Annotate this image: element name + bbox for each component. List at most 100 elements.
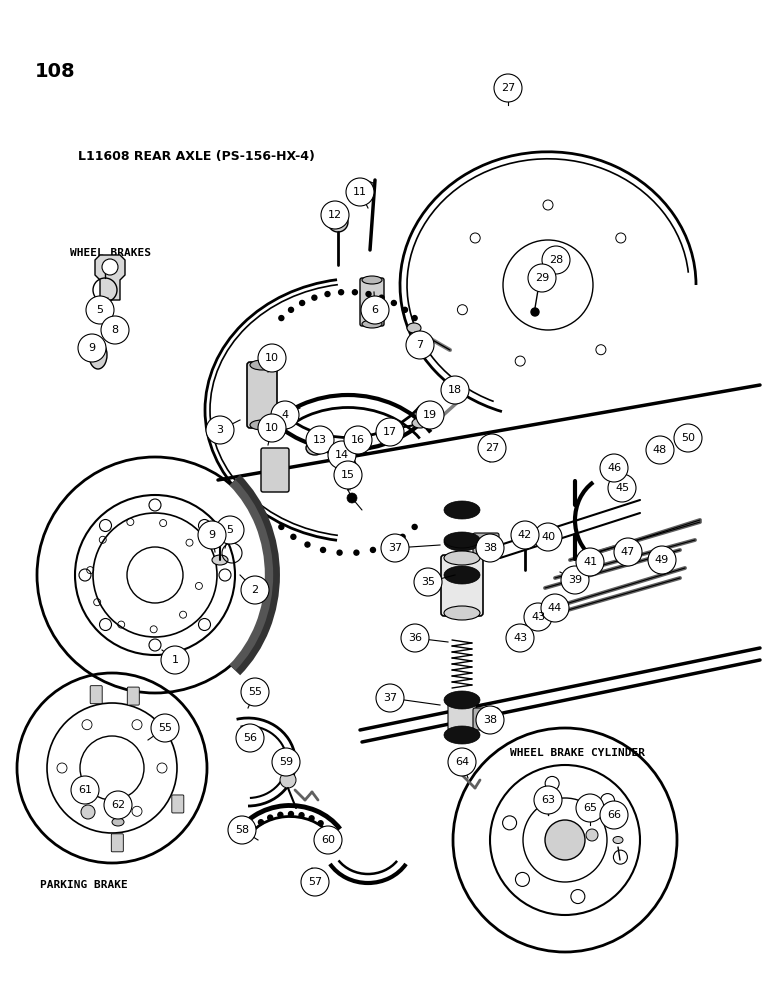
FancyBboxPatch shape [473,708,499,730]
Circle shape [101,316,129,344]
Text: 55: 55 [248,687,262,697]
Text: 61: 61 [78,785,92,795]
Circle shape [541,594,569,622]
Text: 27: 27 [485,443,499,453]
Circle shape [102,259,118,275]
Ellipse shape [250,360,274,370]
Circle shape [309,816,314,821]
Circle shape [401,624,429,652]
Circle shape [406,331,434,359]
FancyBboxPatch shape [247,362,277,428]
Polygon shape [363,181,373,189]
Text: 64: 64 [455,757,469,767]
Circle shape [301,868,329,896]
Text: 35: 35 [421,577,435,587]
Circle shape [272,748,300,776]
Circle shape [86,296,114,324]
Circle shape [412,524,417,529]
Text: 2: 2 [252,585,259,595]
Text: 45: 45 [615,483,629,493]
Circle shape [305,542,310,547]
Circle shape [334,461,362,489]
Circle shape [352,290,357,295]
Text: 39: 39 [568,575,582,585]
Circle shape [600,801,628,829]
Text: 108: 108 [35,62,76,81]
Circle shape [325,292,330,297]
Circle shape [268,815,273,820]
Circle shape [361,296,389,324]
Circle shape [280,772,296,788]
Text: 40: 40 [541,532,555,542]
Text: 43: 43 [513,633,527,643]
Text: 9: 9 [89,343,96,353]
Text: 27: 27 [501,83,515,93]
Ellipse shape [448,390,462,400]
Circle shape [646,436,674,464]
FancyBboxPatch shape [360,278,384,326]
Text: 58: 58 [235,825,249,835]
Text: 63: 63 [541,795,555,805]
Text: 8: 8 [111,325,119,335]
FancyBboxPatch shape [127,687,139,705]
Circle shape [586,829,598,841]
Ellipse shape [444,533,480,551]
Circle shape [320,547,326,552]
Circle shape [339,290,344,295]
Circle shape [379,295,384,300]
Circle shape [151,714,179,742]
Text: 43: 43 [531,612,545,622]
Circle shape [326,827,331,832]
Ellipse shape [362,276,382,284]
Circle shape [531,308,539,316]
FancyBboxPatch shape [172,795,184,813]
Text: 6: 6 [371,305,378,315]
Text: 42: 42 [518,530,532,540]
Circle shape [441,376,469,404]
Circle shape [206,416,234,444]
Text: PARKING BRAKE: PARKING BRAKE [40,880,127,890]
Ellipse shape [212,555,228,565]
Circle shape [448,748,476,776]
Circle shape [534,523,562,551]
Circle shape [104,791,132,819]
Text: 41: 41 [583,557,597,567]
Circle shape [321,201,349,229]
Circle shape [279,316,284,321]
Circle shape [241,576,269,604]
FancyBboxPatch shape [111,834,124,852]
Circle shape [299,813,304,818]
Circle shape [600,454,628,482]
Circle shape [511,521,539,549]
Circle shape [494,74,522,102]
Circle shape [328,212,348,232]
Text: 48: 48 [653,445,667,455]
Circle shape [258,414,286,442]
Text: 65: 65 [583,803,597,813]
Circle shape [534,786,562,814]
Circle shape [476,534,504,562]
Circle shape [250,826,256,831]
Ellipse shape [424,414,436,422]
Circle shape [528,264,556,292]
Text: 60: 60 [321,835,335,845]
Circle shape [328,441,356,469]
Ellipse shape [250,420,274,430]
Circle shape [289,812,293,817]
Circle shape [244,834,249,838]
Circle shape [648,546,676,574]
Text: 46: 46 [607,463,621,473]
Ellipse shape [533,278,543,286]
Text: 59: 59 [279,757,293,767]
FancyBboxPatch shape [441,555,483,616]
Ellipse shape [89,341,107,369]
Text: 7: 7 [416,340,424,350]
Text: 13: 13 [313,435,327,445]
FancyBboxPatch shape [448,704,476,730]
Circle shape [344,426,372,454]
Text: 16: 16 [351,435,365,445]
FancyBboxPatch shape [261,448,289,492]
Circle shape [402,307,408,312]
Circle shape [259,820,263,825]
Circle shape [576,794,604,822]
